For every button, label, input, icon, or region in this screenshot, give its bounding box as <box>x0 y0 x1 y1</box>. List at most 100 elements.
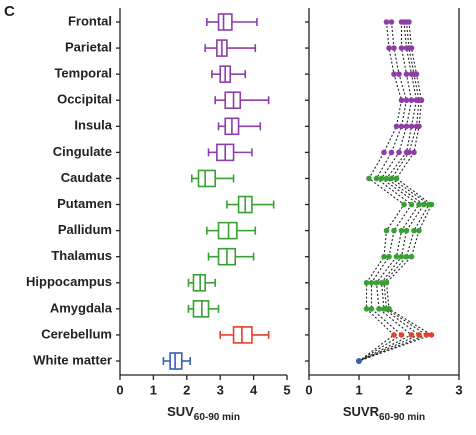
subject-point <box>393 123 400 130</box>
y-tick-label: Pallidum <box>58 222 112 237</box>
box <box>224 91 242 110</box>
box <box>192 300 210 318</box>
subject-point <box>386 253 392 260</box>
x-tick-label: 0 <box>305 382 312 397</box>
subject-point <box>373 279 380 286</box>
subject-point <box>366 175 372 182</box>
y-tick-label: Amygdala <box>50 300 113 315</box>
box <box>192 273 206 292</box>
subject-point <box>356 358 362 364</box>
subject-point <box>408 332 415 338</box>
subject-point <box>373 175 380 182</box>
x-tick-label: 2 <box>405 382 412 397</box>
subject-point <box>396 71 402 77</box>
y-tick-label: Frontal <box>68 13 112 28</box>
subject-point <box>406 149 412 156</box>
x-axis-label: SUV60-90 min <box>167 404 240 422</box>
x-tick-label: 1 <box>150 382 157 397</box>
subject-point <box>398 332 405 338</box>
x-axis-label: SUVR60-90 min <box>343 404 425 422</box>
subject-point <box>428 332 435 338</box>
box <box>197 169 216 188</box>
subject-point <box>388 175 395 182</box>
subject-line <box>358 21 413 362</box>
box <box>217 221 238 240</box>
subject-point <box>403 123 410 130</box>
y-tick-label: Hippocampus <box>26 274 112 289</box>
y-tick-label: Cingulate <box>53 144 112 159</box>
subject-point <box>398 97 405 104</box>
subject-point <box>421 201 427 208</box>
subject-point <box>388 19 395 25</box>
subject-point <box>383 175 390 182</box>
subject-point <box>381 149 387 156</box>
subject-point <box>398 227 405 234</box>
y-tick-label: Putamen <box>57 196 112 211</box>
x-tick-label: 3 <box>217 382 224 397</box>
subject-point <box>423 332 430 338</box>
subject-point <box>398 123 405 130</box>
subject-point <box>368 279 375 286</box>
y-tick-label: Temporal <box>54 66 112 81</box>
subject-line <box>358 21 405 362</box>
subject-point <box>408 253 415 260</box>
x-tick-label: 1 <box>355 382 362 397</box>
x-tick-label: 2 <box>183 382 190 397</box>
subject-point <box>393 253 400 260</box>
x-axis-label-main: SUVR <box>343 404 380 419</box>
subject-point <box>388 149 395 156</box>
subject-point <box>408 97 415 104</box>
x-axis-label-sub: 60-90 min <box>379 412 425 423</box>
subject-point <box>408 45 415 51</box>
subject-point <box>403 227 410 234</box>
subject-point <box>408 123 415 130</box>
subject-point <box>391 71 397 77</box>
box <box>217 13 233 31</box>
subject-point <box>403 97 410 104</box>
subject-point <box>383 279 390 286</box>
x-tick-label: 3 <box>455 382 462 397</box>
subject-point <box>386 45 392 51</box>
subject-point <box>416 332 422 338</box>
subject-point <box>413 71 420 77</box>
y-tick-label: Cerebellum <box>41 326 112 341</box>
subject-point <box>393 175 400 182</box>
subject-point <box>368 306 375 312</box>
subject-point <box>363 306 370 312</box>
subject-point <box>391 227 397 234</box>
x-tick-label: 0 <box>116 382 123 397</box>
subject-point <box>391 332 397 338</box>
subject-point <box>408 201 415 208</box>
subject-point <box>391 45 397 51</box>
subject-point <box>403 71 410 77</box>
subject-point <box>398 253 405 260</box>
subject-point <box>378 175 385 182</box>
x-axis-label-sub: 60-90 min <box>194 412 240 423</box>
subject-line <box>358 21 433 362</box>
subject-point <box>418 97 425 104</box>
box <box>169 352 183 370</box>
x-tick-label: 5 <box>283 382 290 397</box>
y-tick-label: White matter <box>33 352 112 367</box>
y-tick-label: Caudate <box>61 170 112 185</box>
subject-point <box>416 123 422 130</box>
subject-point <box>376 306 382 312</box>
y-tick-label: Parietal <box>65 40 112 55</box>
subject-point <box>383 227 390 234</box>
x-axis-label-main: SUV <box>167 404 194 419</box>
subject-point <box>398 45 405 51</box>
subject-point <box>363 279 370 286</box>
subject-line <box>358 21 425 362</box>
subject-point <box>411 149 417 156</box>
subject-point <box>416 201 422 208</box>
box <box>232 326 253 344</box>
subject-point <box>401 201 407 208</box>
panel-label: C <box>4 3 15 20</box>
x-tick-label: 4 <box>250 382 258 397</box>
subject-point <box>381 253 387 260</box>
subject-line <box>358 22 420 362</box>
y-tick-label: Insula <box>74 118 112 133</box>
subject-point <box>406 19 412 25</box>
